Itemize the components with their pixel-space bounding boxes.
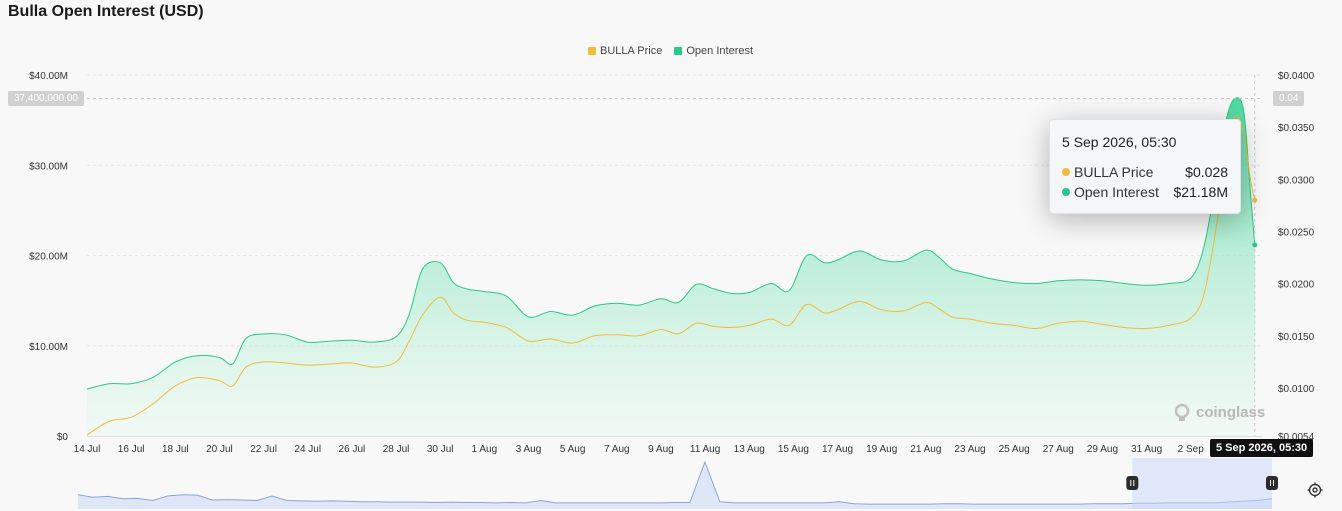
legend-item-open-interest[interactable]: Open Interest bbox=[674, 45, 753, 57]
x-tick-label: 5 Aug bbox=[560, 444, 586, 455]
x-tick-label: 18 Jul bbox=[162, 444, 189, 455]
x-axis: 14 Jul 16 Jul 18 Jul 20 Jul 22 Jul 24 Jul 26 J… bbox=[74, 436, 1262, 455]
bulla-price-marker bbox=[1252, 197, 1258, 203]
tooltip-row-open-interest: Open Interest $21.18M bbox=[1062, 182, 1228, 202]
tooltip-dot-open-interest bbox=[1062, 188, 1070, 196]
settings-icon bbox=[1307, 482, 1323, 498]
x-tick-label: 25 Aug bbox=[999, 444, 1030, 455]
x-tick-label: 30 Jul bbox=[427, 444, 454, 455]
tooltip-label-bulla-price: BULLA Price bbox=[1074, 164, 1154, 180]
x-tick-label: 16 Jul bbox=[118, 444, 145, 455]
settings-button[interactable] bbox=[1305, 480, 1325, 500]
coinglass-logo-icon bbox=[1174, 403, 1190, 421]
crosshair-y-right-label: 0.04 bbox=[1273, 91, 1305, 106]
tooltip-value-open-interest: $21.18M bbox=[1173, 184, 1228, 200]
open-interest-area bbox=[87, 97, 1255, 436]
bulla-price-line bbox=[86, 115, 1256, 436]
open-interest-marker bbox=[1252, 242, 1258, 248]
x-tick-label: 21 Aug bbox=[910, 444, 941, 455]
navigator-handle-right[interactable] bbox=[1266, 476, 1278, 490]
x-tick-label: 11 Aug bbox=[690, 444, 720, 455]
x-tick-label: 9 Aug bbox=[648, 444, 674, 455]
y-right-tick-label: $0.0150 bbox=[1278, 332, 1315, 343]
y-left-tick-label: $10.00M bbox=[29, 342, 68, 353]
x-tick-label: 15 Aug bbox=[778, 444, 809, 455]
chart-tooltip: 5 Sep 2026, 05:30 BULLA Price $0.028 Ope… bbox=[1049, 119, 1241, 214]
page-title: Bulla Open Interest (USD) bbox=[8, 3, 204, 20]
x-tick-label: 7 Aug bbox=[604, 444, 630, 455]
x-tick-label: 19 Aug bbox=[866, 444, 897, 455]
navigator-selection[interactable] bbox=[1132, 458, 1272, 509]
tooltip-dot-bulla-price bbox=[1062, 168, 1070, 176]
tooltip-title: 5 Sep 2026, 05:30 bbox=[1062, 134, 1177, 150]
x-tick-label: 28 Jul bbox=[383, 444, 410, 455]
y-right-tick-label: $0.0054 bbox=[1278, 432, 1315, 443]
handle-grip-icon bbox=[1126, 476, 1139, 490]
y-axis-right: $0.0054 $0.0100 $0.0150 $0.0200 $0.0250 $0.03… bbox=[1278, 71, 1315, 443]
legend-swatch-bulla-price bbox=[588, 47, 596, 55]
watermark-text: coinglass bbox=[1196, 403, 1266, 421]
y-left-tick-label: $30.00M bbox=[29, 161, 68, 172]
crosshair-y-left-label: 37,400,000.00 bbox=[8, 91, 84, 106]
x-tick-label: 2 Sep bbox=[1178, 444, 1205, 455]
y-right-tick-label: $0.0350 bbox=[1278, 123, 1315, 134]
x-tick-label: 17 Aug bbox=[822, 444, 853, 455]
y-left-tick-label: $40.00M bbox=[29, 71, 68, 82]
tooltip-value-bulla-price: $0.028 bbox=[1185, 164, 1228, 180]
crosshair-x-label: 5 Sep 2026, 05:30 bbox=[1210, 439, 1314, 457]
y-right-tick-label: $0.0250 bbox=[1278, 228, 1315, 239]
y-right-tick-label: $0.0100 bbox=[1278, 384, 1315, 395]
x-tick-label: 27 Aug bbox=[1043, 444, 1074, 455]
x-tick-label: 23 Aug bbox=[954, 444, 985, 455]
navigator-handle-left[interactable] bbox=[1126, 476, 1139, 490]
x-tick-label: 1 Aug bbox=[472, 444, 498, 455]
x-tick-label: 3 Aug bbox=[516, 444, 542, 455]
tooltip-row-bulla-price: BULLA Price $0.028 bbox=[1062, 162, 1228, 182]
x-tick-label: 14 Jul bbox=[74, 444, 101, 455]
legend-label-open-interest: Open Interest bbox=[686, 45, 754, 57]
y-right-tick-label: $0.0300 bbox=[1278, 175, 1315, 186]
x-tick-label: 22 Jul bbox=[250, 444, 277, 455]
legend-item-bulla-price[interactable]: BULLA Price bbox=[588, 45, 662, 57]
y-axis-left: $0 $10.00M $20.00M $30.00M $40.00M bbox=[29, 71, 68, 443]
y-right-tick-label: $0.0200 bbox=[1278, 280, 1315, 291]
open-interest-line bbox=[86, 97, 1256, 390]
x-tick-label: 13 Aug bbox=[734, 444, 765, 455]
x-tick-label: 20 Jul bbox=[206, 444, 233, 455]
navigator-line bbox=[77, 460, 1273, 505]
y-left-tick-label: $20.00M bbox=[29, 252, 68, 263]
y-right-tick-label: $0.0400 bbox=[1278, 71, 1315, 82]
chart-legend: BULLA Price Open Interest bbox=[588, 45, 753, 57]
x-tick-label: 26 Jul bbox=[339, 444, 366, 455]
watermark: coinglass bbox=[1172, 402, 1265, 422]
legend-swatch-open-interest bbox=[674, 47, 683, 55]
x-tick-label: 24 Jul bbox=[294, 444, 321, 455]
x-tick-label: 29 Aug bbox=[1087, 444, 1118, 455]
legend-label-bulla-price: BULLA Price bbox=[600, 45, 663, 57]
range-navigator[interactable] bbox=[77, 458, 1278, 509]
handle-grip-icon bbox=[1266, 476, 1278, 490]
tooltip-label-open-interest: Open Interest bbox=[1074, 184, 1159, 200]
x-tick-label: 31 Aug bbox=[1131, 444, 1162, 455]
y-left-tick-label: $0 bbox=[57, 432, 69, 443]
